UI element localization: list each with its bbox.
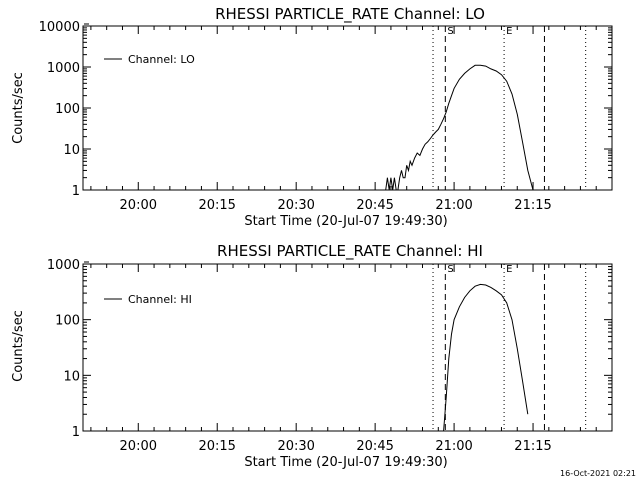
hi-marker-label: E [506,264,512,275]
hi-y-tick-label: 100 [55,314,80,329]
hi-channel-panel: RHESSI PARTICLE_RATE Channel: HI Counts/… [11,242,613,470]
lo-marker-label: S [447,26,453,37]
hi-x-axis-label: Start Time (20-Jul-07 19:49:30) [244,455,447,470]
hi-y-tick-label: 1000 [47,258,80,273]
lo-legend-label: Channel: LO [128,53,195,66]
hi-x-tick-label: 21:00 [435,439,472,454]
lo-x-tick-label: 21:15 [514,198,551,213]
lo-channel-panel: RHESSI PARTICLE_RATE Channel: LO Counts/… [11,5,613,229]
lo-x-tick-label: 20:15 [198,198,235,213]
hi-chart-title: RHESSI PARTICLE_RATE Channel: HI [217,242,483,261]
lo-x-tick-label: 20:00 [120,198,157,213]
lo-x-axis-label: Start Time (20-Jul-07 19:49:30) [244,214,447,229]
lo-plot-frame [82,25,613,191]
hi-marker-label: S [447,264,453,275]
lo-y-tick-label: 100 [55,102,80,117]
hi-x-tick-label: 20:00 [120,439,157,454]
hi-y-axis-label: Counts/sec [11,310,26,382]
footer-timestamp: 16-Oct-2021 02:21 [560,469,636,478]
lo-y-tick-label: 1 [72,184,80,199]
lo-series-line [385,64,534,191]
hi-y-tick-label: 1 [72,425,80,440]
lo-x-tick-label: 21:00 [435,198,472,213]
hi-plot-frame [82,263,613,432]
hi-x-tick-label: 20:30 [277,439,314,454]
hi-x-tick-label: 20:15 [198,439,235,454]
hi-x-tick-label: 21:15 [514,439,551,454]
hi-legend-label: Channel: HI [128,293,192,306]
lo-x-tick-label: 20:45 [356,198,393,213]
lo-y-tick-label: 1000 [47,61,80,76]
hi-x-tick-label: 20:45 [356,439,393,454]
hi-series-line [443,283,529,432]
hi-y-tick-label: 10 [63,369,80,384]
lo-y-tick-label: 10000 [39,20,80,35]
lo-chart-title: RHESSI PARTICLE_RATE Channel: LO [215,5,485,24]
lo-y-tick-label: 10 [63,143,80,158]
lo-y-axis-label: Counts/sec [11,72,26,144]
lo-x-tick-label: 20:30 [277,198,314,213]
lo-marker-label: E [506,26,512,37]
